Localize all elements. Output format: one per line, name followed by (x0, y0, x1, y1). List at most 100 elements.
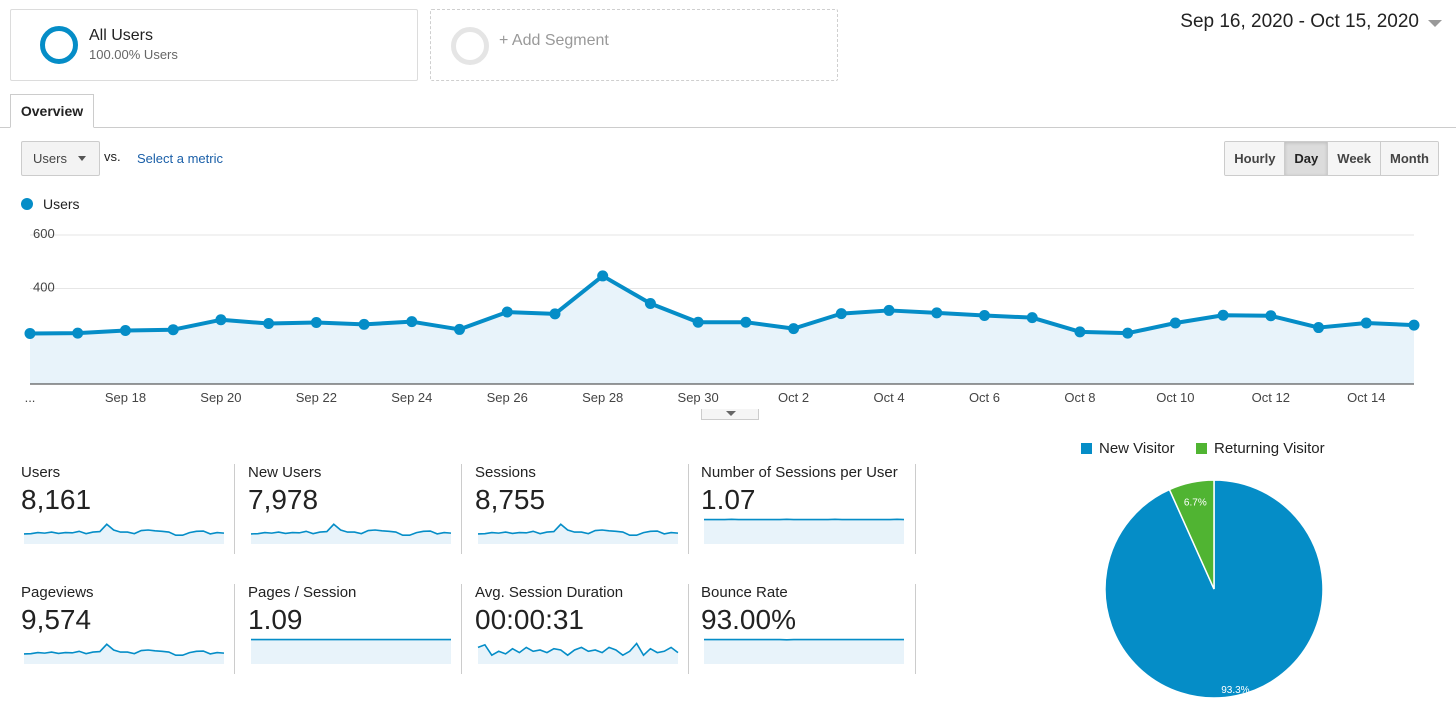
data-point[interactable] (72, 327, 84, 339)
select-metric-link[interactable]: Select a metric (137, 151, 223, 166)
tile-value: 1.07 (701, 484, 756, 515)
segment-title: All Users (89, 27, 154, 44)
tile-divider (461, 584, 462, 674)
visitor-type-pie-chart: 93.3% 6.7% (1104, 479, 1324, 699)
add-segment-ring-icon (451, 27, 489, 65)
sparkline-line (250, 523, 452, 536)
data-point[interactable] (692, 316, 704, 328)
dropdown-arrow-icon (78, 156, 86, 161)
tile-sessions[interactable]: Sessions 8,755 (475, 464, 687, 564)
data-point[interactable] (788, 323, 800, 335)
tile-users[interactable]: Users 8,161 (21, 464, 233, 564)
data-point[interactable] (1360, 317, 1372, 329)
data-point[interactable] (501, 306, 513, 318)
chevron-down-icon[interactable] (1428, 20, 1442, 27)
sparkline (477, 523, 679, 544)
tile-new-users[interactable]: New Users 7,978 (248, 464, 460, 564)
sparkline-fill (478, 643, 678, 664)
tile-label: Users (21, 464, 61, 481)
granularity-week[interactable]: Week (1327, 142, 1381, 175)
data-point[interactable] (119, 324, 131, 336)
sparkline (704, 518, 905, 544)
tile-divider (234, 584, 235, 674)
x-tick-label: Sep 20 (200, 390, 241, 405)
x-tick-label: Oct 4 (873, 390, 904, 405)
data-point[interactable] (1217, 309, 1229, 321)
tile-bounce-rate[interactable]: Bounce Rate 93.00% (701, 584, 913, 684)
tile-avg-session-duration[interactable]: Avg. Session Duration 00:00:31 (475, 584, 687, 684)
data-point[interactable] (931, 307, 943, 319)
data-point[interactable] (1313, 322, 1325, 334)
data-point[interactable] (358, 318, 370, 330)
y-tick-label: 400 (33, 280, 55, 295)
tile-pages-per-session[interactable]: Pages / Session 1.09 (248, 584, 460, 684)
add-segment-button[interactable]: + Add Segment (430, 9, 838, 81)
segment-subtitle: 100.00% Users (89, 47, 178, 62)
data-point[interactable] (1265, 310, 1277, 322)
date-range-picker[interactable]: Sep 16, 2020 - Oct 15, 2020 (1180, 11, 1419, 32)
granularity-hourly[interactable]: Hourly (1225, 142, 1285, 175)
sparkline-fill (251, 639, 451, 664)
data-point[interactable] (1074, 326, 1086, 338)
legend-label: Users (43, 196, 80, 212)
sparkline-line (23, 523, 225, 536)
data-point[interactable] (644, 297, 656, 309)
pie-legend-label: Returning Visitor (1214, 440, 1325, 457)
x-tick-label: Oct 6 (969, 390, 1000, 405)
data-point[interactable] (167, 324, 179, 336)
data-point[interactable] (549, 308, 561, 320)
tile-label: Number of Sessions per User (701, 464, 898, 481)
pie-slice[interactable] (1168, 479, 1215, 590)
sparkline-line (477, 523, 679, 536)
tile-label: Avg. Session Duration (475, 584, 624, 601)
sparkline-line (23, 643, 225, 656)
pie-legend-returning-visitor[interactable]: Returning Visitor (1196, 440, 1325, 457)
tile-label: Bounce Rate (701, 584, 788, 601)
tile-value: 9,574 (21, 604, 92, 635)
data-point[interactable] (24, 327, 36, 339)
tab-divider (0, 127, 1456, 128)
data-point[interactable] (883, 304, 895, 316)
pie-legend-new-visitor[interactable]: New Visitor (1081, 440, 1175, 457)
data-point[interactable] (310, 316, 322, 328)
data-point[interactable] (263, 318, 275, 330)
metric-dropdown-value: Users (33, 151, 67, 166)
data-point[interactable] (1169, 317, 1181, 329)
sparkline-fill (704, 639, 904, 664)
collapse-chart-button[interactable] (701, 409, 759, 420)
segment-ring-icon (40, 26, 78, 64)
sparkline-fill (24, 644, 224, 664)
add-segment-label: + Add Segment (499, 32, 609, 49)
data-point[interactable] (1408, 319, 1420, 331)
data-point[interactable] (454, 323, 466, 335)
data-point[interactable] (406, 316, 418, 328)
tile-pageviews[interactable]: Pageviews 9,574 (21, 584, 233, 684)
segment-all-users[interactable]: All Users 100.00% Users (10, 9, 418, 81)
x-tick-label: Sep 30 (678, 390, 719, 405)
pie-slice-label: 6.7% (1184, 498, 1207, 509)
sparkline (23, 643, 225, 664)
x-tick-label: Sep 28 (582, 390, 623, 405)
data-point[interactable] (835, 308, 847, 320)
x-tick-label: Oct 8 (1064, 390, 1095, 405)
x-tick-label: Oct 14 (1347, 390, 1385, 405)
data-point[interactable] (1122, 327, 1134, 339)
x-tick-label: Sep 26 (487, 390, 528, 405)
sparkline-fill (251, 524, 451, 544)
tile-sessions-per-user[interactable]: Number of Sessions per User 1.07 (701, 464, 913, 564)
data-point[interactable] (215, 314, 227, 326)
tile-value: 8,755 (475, 484, 546, 515)
data-point[interactable] (1026, 312, 1038, 324)
tab-overview[interactable]: Overview (10, 94, 94, 128)
sparkline (23, 523, 225, 544)
granularity-month[interactable]: Month (1380, 142, 1438, 175)
tile-divider (915, 464, 916, 554)
sparkline (250, 523, 452, 544)
tile-value: 7,978 (248, 484, 319, 515)
tile-value: 00:00:31 (475, 604, 584, 635)
metric-dropdown[interactable]: Users (21, 141, 100, 176)
data-point[interactable] (978, 310, 990, 322)
data-point[interactable] (597, 270, 609, 282)
data-point[interactable] (740, 316, 752, 328)
granularity-day[interactable]: Day (1284, 142, 1328, 175)
